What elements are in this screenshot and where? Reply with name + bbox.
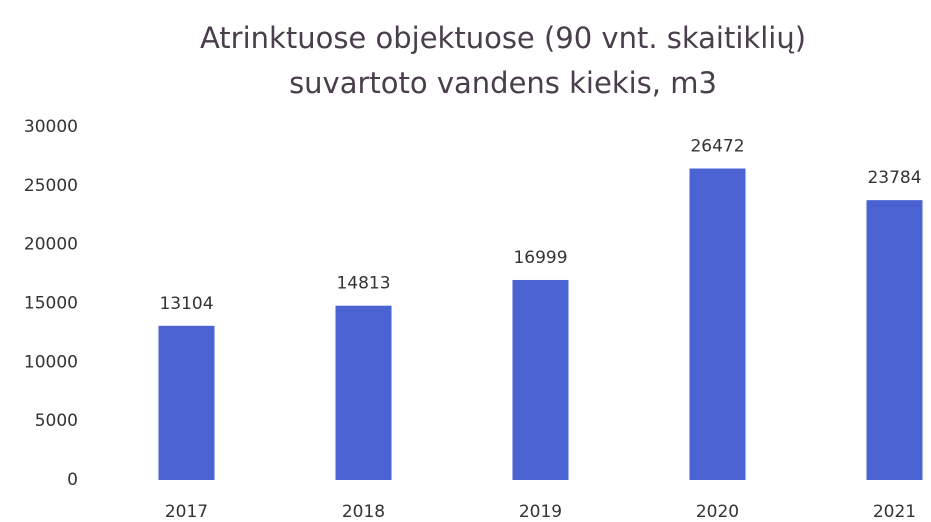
data-label: 23784: [867, 168, 921, 188]
bar: [866, 200, 923, 480]
x-tick-label: 2018: [342, 502, 385, 522]
x-tick-label: 2019: [519, 502, 562, 522]
bar: [512, 279, 569, 480]
y-tick-label: 10000: [24, 352, 78, 372]
chart-title: suvartoto vandens kiekis, m3: [289, 66, 717, 100]
bar: [689, 168, 746, 480]
y-tick-label: 5000: [35, 411, 78, 431]
data-label: 14813: [336, 274, 390, 294]
y-tick-label: 30000: [24, 117, 78, 137]
x-tick-label: 2021: [873, 502, 916, 522]
bar: [158, 325, 215, 480]
y-tick-label: 0: [67, 470, 78, 490]
data-label: 26472: [690, 137, 744, 157]
y-tick-label: 20000: [24, 235, 78, 255]
bar: [335, 305, 392, 480]
y-tick-label: 25000: [24, 176, 78, 196]
x-tick-label: 2017: [165, 502, 208, 522]
x-tick-label: 2020: [696, 502, 739, 522]
y-tick-label: 15000: [24, 294, 78, 314]
data-label: 16999: [513, 248, 567, 268]
data-label: 13104: [159, 294, 213, 314]
chart-title: Atrinktuose objektuose (90 vnt. skaitikl…: [200, 21, 806, 55]
